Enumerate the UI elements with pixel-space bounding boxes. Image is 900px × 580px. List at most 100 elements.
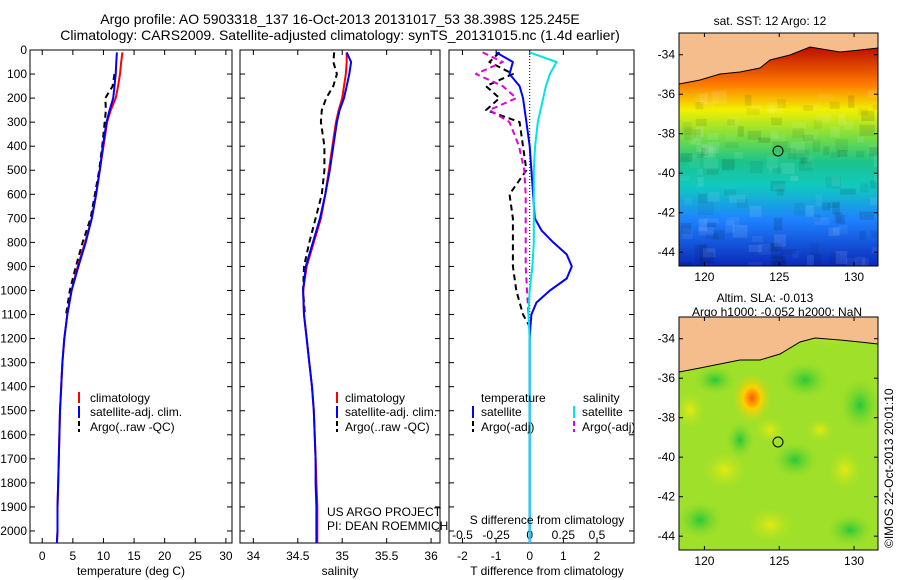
sst-texture-cell <box>702 144 714 157</box>
sst-texture-cell <box>838 113 846 126</box>
figure-title-line2: Climatology: CARS2009. Satellite-adjuste… <box>60 27 620 43</box>
sst-texture-cell <box>859 211 874 220</box>
sst-texture-cell <box>813 253 822 265</box>
x-tick-label: 34.5 <box>286 549 310 563</box>
sst-texture-cell <box>695 118 707 126</box>
y-tick-label: 100 <box>7 67 27 81</box>
sst-texture-cell <box>728 116 740 127</box>
sst-texture-cell <box>768 167 778 175</box>
legend-temp-argo-label: Argo(-adj) <box>481 420 534 434</box>
legend-heading-temperature: temperature <box>481 391 546 405</box>
x-tick-label: 35.5 <box>375 549 399 563</box>
sst-texture-cell <box>812 139 821 153</box>
sst-texture-cell <box>814 214 821 222</box>
sst-texture-cell <box>706 142 720 153</box>
x-tick-label: 20 <box>158 549 172 563</box>
x-tick-label: 30 <box>219 549 233 563</box>
sst-texture-cell <box>729 194 746 203</box>
sst-texture-cell <box>771 134 786 142</box>
salinity-panel-frame <box>239 49 441 544</box>
sst-texture-cell <box>794 149 809 160</box>
sst-texture-cell <box>807 255 814 266</box>
sst-texture-cell <box>679 175 690 181</box>
temperature-axis-ticks: 0 5 10 15 20 25 300100200300400500600700800900… <box>0 43 233 563</box>
argo-float-marker <box>772 436 784 448</box>
salinity-legend: climatology satellite-adj. clim. Argo(..… <box>336 391 437 434</box>
sst-texture-cell <box>772 184 786 191</box>
sst-texture-cell <box>823 146 830 156</box>
sst-texture-cell <box>705 233 719 239</box>
sst-texture-cell <box>813 119 822 129</box>
legend-sal-argo-label: Argo(-adj) <box>582 420 635 434</box>
sst-texture-cell <box>855 150 865 158</box>
sst-map <box>679 33 878 266</box>
sst-texture-cell <box>704 218 719 224</box>
sst-texture-cell <box>689 154 700 168</box>
sst-texture-cell <box>758 137 771 143</box>
sst-texture-cell <box>832 201 841 215</box>
sst-texture <box>679 90 878 266</box>
sst-texture-cell <box>829 252 840 265</box>
lat-tick-label: -40 <box>658 450 676 464</box>
y-tick-label: 1500 <box>0 404 27 418</box>
sst-texture-cell <box>770 180 786 192</box>
salinity-series <box>302 51 353 543</box>
sst-texture-cell <box>858 108 869 116</box>
sst-land <box>679 33 878 84</box>
sst-texture-cell <box>861 110 875 121</box>
sst-texture-cell <box>839 225 848 235</box>
sst-texture-cell <box>868 90 878 98</box>
lon-tick-label: 120 <box>694 270 714 284</box>
temperature-axis-label: temperature (deg C) <box>77 564 185 578</box>
x-tick-label: 10 <box>97 549 111 563</box>
sla-anomaly-blob <box>781 362 829 398</box>
sst-texture-cell <box>702 248 716 258</box>
y-tick-label: 1300 <box>0 356 27 370</box>
difference-axis-ticks: -2 -1 0 1 2-0.5 -0.25 0 0.25 0.5 <box>449 49 634 563</box>
difference-series <box>474 51 573 543</box>
sst-texture-cell <box>698 227 714 236</box>
sst-texture-cell <box>772 167 783 174</box>
lat-tick-label: -34 <box>658 48 676 62</box>
sst-texture-cell <box>800 157 808 164</box>
sst-texture-cell <box>737 126 744 137</box>
sla-anomaly-blob <box>752 414 788 446</box>
series-line-satellite <box>495 51 573 543</box>
sst-texture-cell <box>749 205 762 217</box>
sst-texture-cell <box>694 244 707 253</box>
sla-map-ticks: -34 -36 -38 -40 -42 -44 120 125 130 <box>658 317 878 568</box>
sst-texture-cell <box>867 143 878 154</box>
x-tick-label: 0 <box>526 549 533 563</box>
sst-texture-cell <box>697 177 704 187</box>
sst-texture-cell <box>697 168 707 175</box>
sst-texture-cell <box>680 153 693 162</box>
y-tick-label: 1000 <box>0 283 27 297</box>
sst-texture-cell <box>696 152 704 159</box>
y-tick-label: 1100 <box>1 308 27 322</box>
sst-texture-cell <box>698 202 714 215</box>
sst-texture-cell <box>744 94 752 106</box>
sst-texture-cell <box>815 194 822 206</box>
sst-texture-cell <box>698 218 708 232</box>
sst-texture-cell <box>727 119 735 126</box>
sst-texture-cell <box>680 223 692 234</box>
sst-texture-cell <box>682 122 692 136</box>
sst-texture-cell <box>803 105 814 112</box>
sla-land <box>679 317 878 372</box>
sla-map <box>679 317 878 550</box>
lon-tick-label: 120 <box>694 554 714 568</box>
sst-texture-cell <box>712 90 727 104</box>
y-tick-label: 1200 <box>0 332 27 346</box>
x-tick-label: -1 <box>491 549 502 563</box>
lon-tick-label: 125 <box>769 270 789 284</box>
sst-texture-cell <box>848 95 855 108</box>
sst-texture-cell <box>805 205 814 217</box>
sst-texture-cell <box>684 127 693 141</box>
sst-texture-cell <box>809 103 821 111</box>
sst-texture-cell <box>799 160 813 171</box>
y-tick-label: 1900 <box>0 500 27 514</box>
sst-texture-cell <box>708 192 720 202</box>
sst-texture-cell <box>701 147 709 157</box>
x-tick-label: 36 <box>424 549 438 563</box>
y-tick-label: 1600 <box>0 428 27 442</box>
